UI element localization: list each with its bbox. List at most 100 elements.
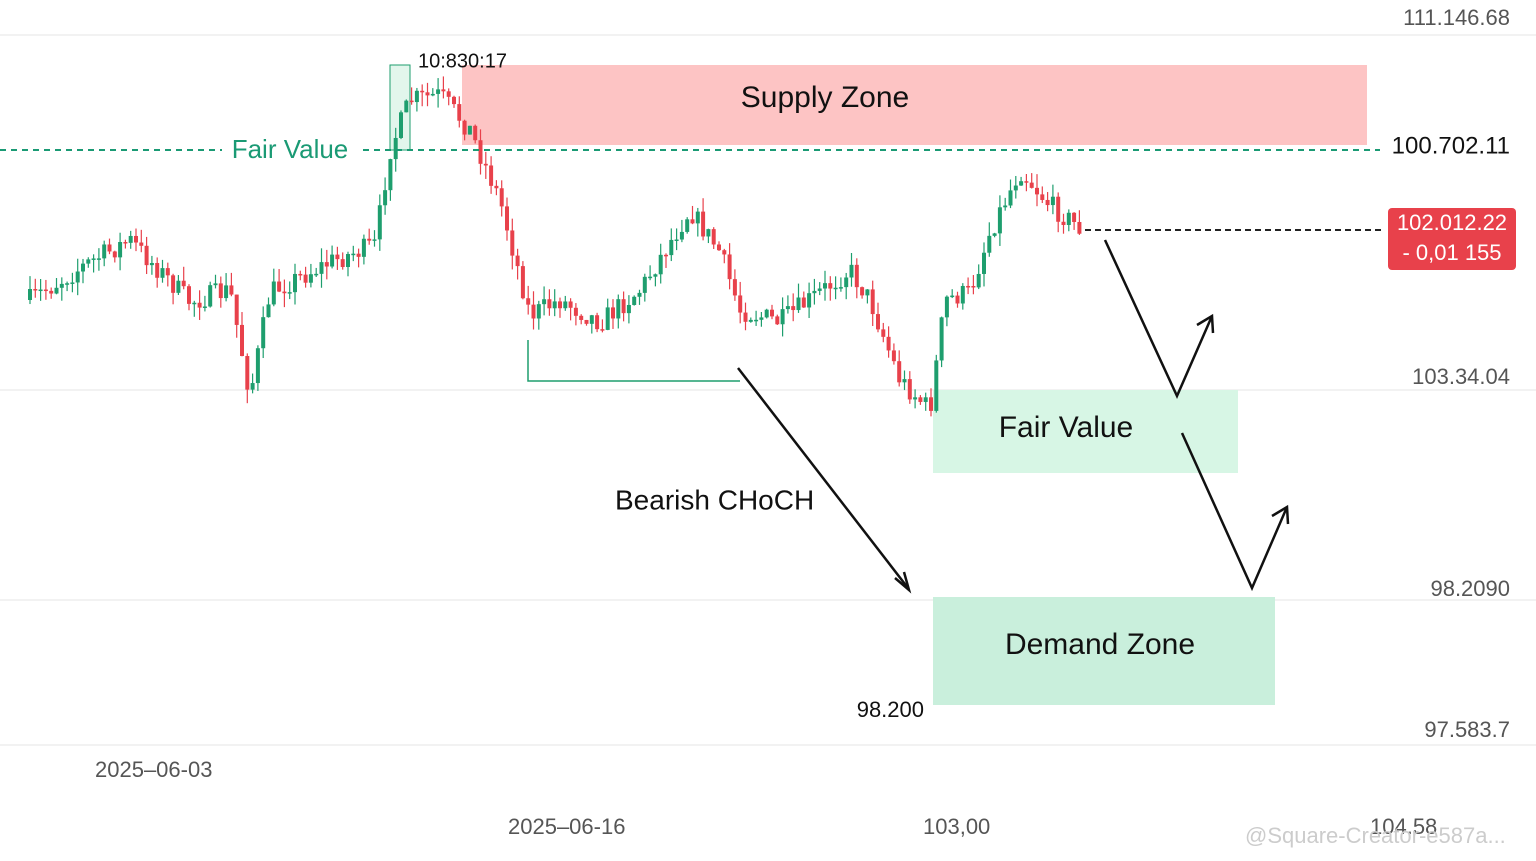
candle-body	[531, 304, 536, 319]
candle-body	[796, 297, 801, 311]
candle-body	[823, 283, 827, 289]
candle-body	[950, 295, 955, 298]
candle-body	[462, 120, 467, 135]
candle-body	[436, 89, 441, 94]
candle-body	[1029, 182, 1034, 188]
candle-body	[732, 279, 737, 296]
candle-body	[812, 290, 817, 294]
candle-body	[335, 254, 340, 260]
candle-body	[838, 287, 843, 289]
candle-body	[282, 291, 287, 294]
candle-body	[430, 93, 435, 96]
candle-body	[1008, 190, 1013, 206]
candle-body	[1072, 212, 1077, 222]
fair-value-zone-label: Fair Value	[999, 411, 1134, 444]
candle-body	[754, 319, 759, 322]
candle-body	[139, 242, 144, 246]
candle-body	[563, 301, 568, 309]
candle-body	[112, 251, 117, 258]
candle-body	[568, 301, 573, 308]
candle-body	[176, 280, 181, 293]
candle-body	[123, 242, 128, 244]
candle-body	[361, 238, 366, 257]
candle-body	[478, 140, 483, 164]
candle-body	[181, 280, 186, 287]
candle-body	[1061, 221, 1066, 225]
candle-body	[616, 299, 621, 319]
candle-body	[383, 190, 388, 206]
candle-body	[939, 317, 944, 361]
candle-body	[992, 233, 997, 236]
candle-body	[298, 273, 303, 276]
candle-body	[966, 285, 971, 288]
candle-body	[552, 301, 557, 309]
candle-body	[632, 296, 637, 305]
candle-body	[987, 235, 992, 253]
candle-body	[807, 293, 812, 308]
candle-body	[1077, 221, 1082, 234]
candle-body	[674, 239, 679, 241]
candle-body	[648, 276, 653, 279]
candle-body	[287, 292, 292, 294]
date-label: 103,00	[923, 814, 990, 839]
candle-body	[929, 397, 933, 411]
candle-body	[128, 235, 133, 243]
fair-value-zone	[933, 390, 1238, 473]
candle-body	[791, 306, 796, 311]
candle-body	[489, 165, 494, 186]
candle-body	[473, 125, 478, 141]
candle-body	[711, 229, 716, 245]
candle-body	[913, 397, 918, 400]
candle-body	[1040, 194, 1045, 200]
candle-body	[224, 285, 229, 299]
candle-body	[891, 350, 896, 362]
candle-body	[43, 289, 48, 292]
candle-body	[558, 301, 562, 309]
price-label: 98.2090	[1430, 576, 1510, 601]
candle-body	[743, 312, 748, 322]
candle-body	[1066, 212, 1071, 225]
choch-label: Bearish CHoCH	[615, 484, 814, 515]
candle-body	[234, 294, 239, 325]
candle-body	[399, 112, 403, 138]
candle-body	[748, 319, 753, 322]
candle-body	[171, 275, 176, 293]
last-price: 102.012.22	[1397, 210, 1507, 235]
candle-body	[701, 211, 706, 237]
candle-body	[775, 316, 780, 325]
candle-body	[340, 259, 345, 268]
price-label: 103.34.04	[1412, 364, 1510, 389]
candle-body	[425, 92, 430, 96]
candle-body	[764, 309, 769, 318]
candle-body	[346, 254, 350, 268]
arrow	[1180, 432, 1289, 592]
candle-body	[218, 283, 223, 299]
candle-body	[520, 266, 525, 299]
candle-body	[356, 253, 361, 257]
candle-body	[1003, 205, 1008, 208]
candle-body	[409, 100, 414, 103]
candle-body	[213, 283, 218, 286]
candle-body	[690, 219, 695, 224]
candle-body	[505, 206, 509, 231]
candle-body	[86, 259, 91, 264]
candle-body	[669, 239, 674, 256]
candle-body	[1013, 185, 1018, 191]
candle-body	[860, 287, 865, 296]
candle-body	[605, 307, 610, 330]
candle-body	[271, 281, 276, 305]
candle-body	[785, 306, 790, 310]
candle-body	[38, 289, 43, 292]
candle-body	[75, 271, 80, 283]
arrow	[737, 367, 909, 589]
arrowhead	[1196, 313, 1215, 334]
candle-body	[955, 295, 960, 304]
candle-body	[160, 268, 165, 278]
candle-body	[653, 274, 658, 277]
candle-body	[685, 219, 690, 232]
last-change: - 0,01 155	[1402, 240, 1501, 265]
candle-body	[377, 205, 382, 240]
candle-body	[971, 286, 976, 288]
candle-body	[255, 348, 260, 384]
candle-body	[441, 89, 446, 92]
